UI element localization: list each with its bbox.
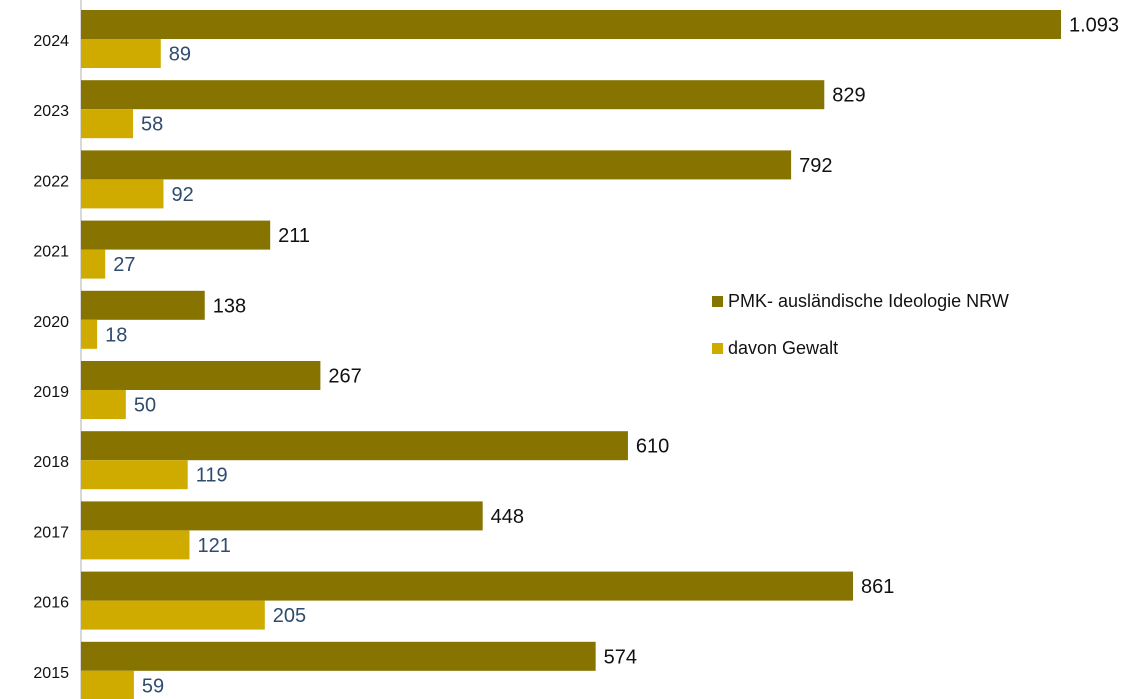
bar-gewalt-2017 (81, 530, 190, 560)
value-label-pmk-2018: 610 (636, 436, 669, 458)
legend-swatch-gewalt (712, 342, 723, 354)
value-label-gewalt-2016: 205 (273, 605, 306, 627)
value-label-gewalt-2019: 50 (134, 395, 156, 417)
value-label-pmk-2020: 138 (213, 295, 246, 317)
value-label-pmk-2022: 792 (799, 155, 832, 177)
value-label-gewalt-2022: 92 (171, 184, 193, 206)
bar-gewalt-2024 (81, 39, 161, 68)
value-label-gewalt-2017: 121 (197, 535, 230, 557)
legend: PMK- ausländische Ideologie NRW davon Ge… (712, 288, 1009, 382)
category-label-2023: 2023 (33, 103, 69, 120)
value-label-pmk-2016: 861 (861, 576, 894, 598)
bar-gewalt-2016 (81, 600, 265, 630)
category-label-2017: 2017 (33, 524, 69, 541)
category-label-2021: 2021 (33, 244, 69, 261)
category-label-2018: 2018 (33, 454, 69, 471)
bar-gewalt-2022 (81, 179, 164, 209)
category-label-2016: 2016 (33, 595, 69, 612)
bar-gewalt-2021 (81, 249, 106, 279)
category-label-2015: 2015 (33, 665, 69, 682)
bar-gewalt-2015 (81, 670, 134, 699)
bar-pmk-2015 (81, 641, 596, 671)
bar-gewalt-2018 (81, 460, 188, 490)
bar-pmk-2023 (81, 80, 825, 110)
legend-label-pmk: PMK- ausländische Ideologie NRW (728, 290, 1009, 311)
bar-pmk-2020 (81, 290, 205, 320)
category-label-2020: 2020 (33, 314, 69, 331)
legend-item-gewalt: davon Gewalt (712, 335, 1009, 361)
value-label-pmk-2023: 829 (832, 85, 865, 107)
category-label-2022: 2022 (33, 173, 69, 190)
value-label-pmk-2017: 448 (491, 506, 524, 528)
value-label-gewalt-2021: 27 (113, 254, 135, 276)
value-label-gewalt-2020: 18 (105, 324, 127, 346)
bar-gewalt-2019 (81, 390, 126, 419)
bar-pmk-2024 (81, 10, 1061, 39)
bar-pmk-2019 (81, 361, 321, 390)
legend-item-pmk: PMK- ausländische Ideologie NRW (712, 288, 1009, 314)
bar-gewalt-2023 (81, 109, 134, 139)
bar-pmk-2016 (81, 571, 853, 601)
value-label-pmk-2019: 267 (328, 366, 361, 388)
bar-gewalt-2020 (81, 319, 98, 349)
value-label-gewalt-2018: 119 (196, 465, 228, 487)
bar-pmk-2017 (81, 501, 483, 531)
legend-label-gewalt: davon Gewalt (728, 337, 839, 358)
value-label-pmk-2021: 211 (278, 225, 310, 247)
value-label-gewalt-2024: 89 (169, 44, 191, 66)
category-label-2019: 2019 (33, 384, 69, 401)
bar-pmk-2018 (81, 431, 628, 461)
bar-pmk-2022 (81, 150, 792, 180)
legend-swatch-pmk (712, 295, 723, 307)
value-label-gewalt-2015: 59 (142, 675, 164, 697)
value-label-pmk-2024: 1.093 (1069, 15, 1119, 37)
category-label-2024: 2024 (33, 33, 69, 50)
value-label-gewalt-2023: 58 (141, 114, 163, 136)
value-label-pmk-2015: 574 (604, 646, 637, 668)
bar-pmk-2021 (81, 220, 271, 250)
